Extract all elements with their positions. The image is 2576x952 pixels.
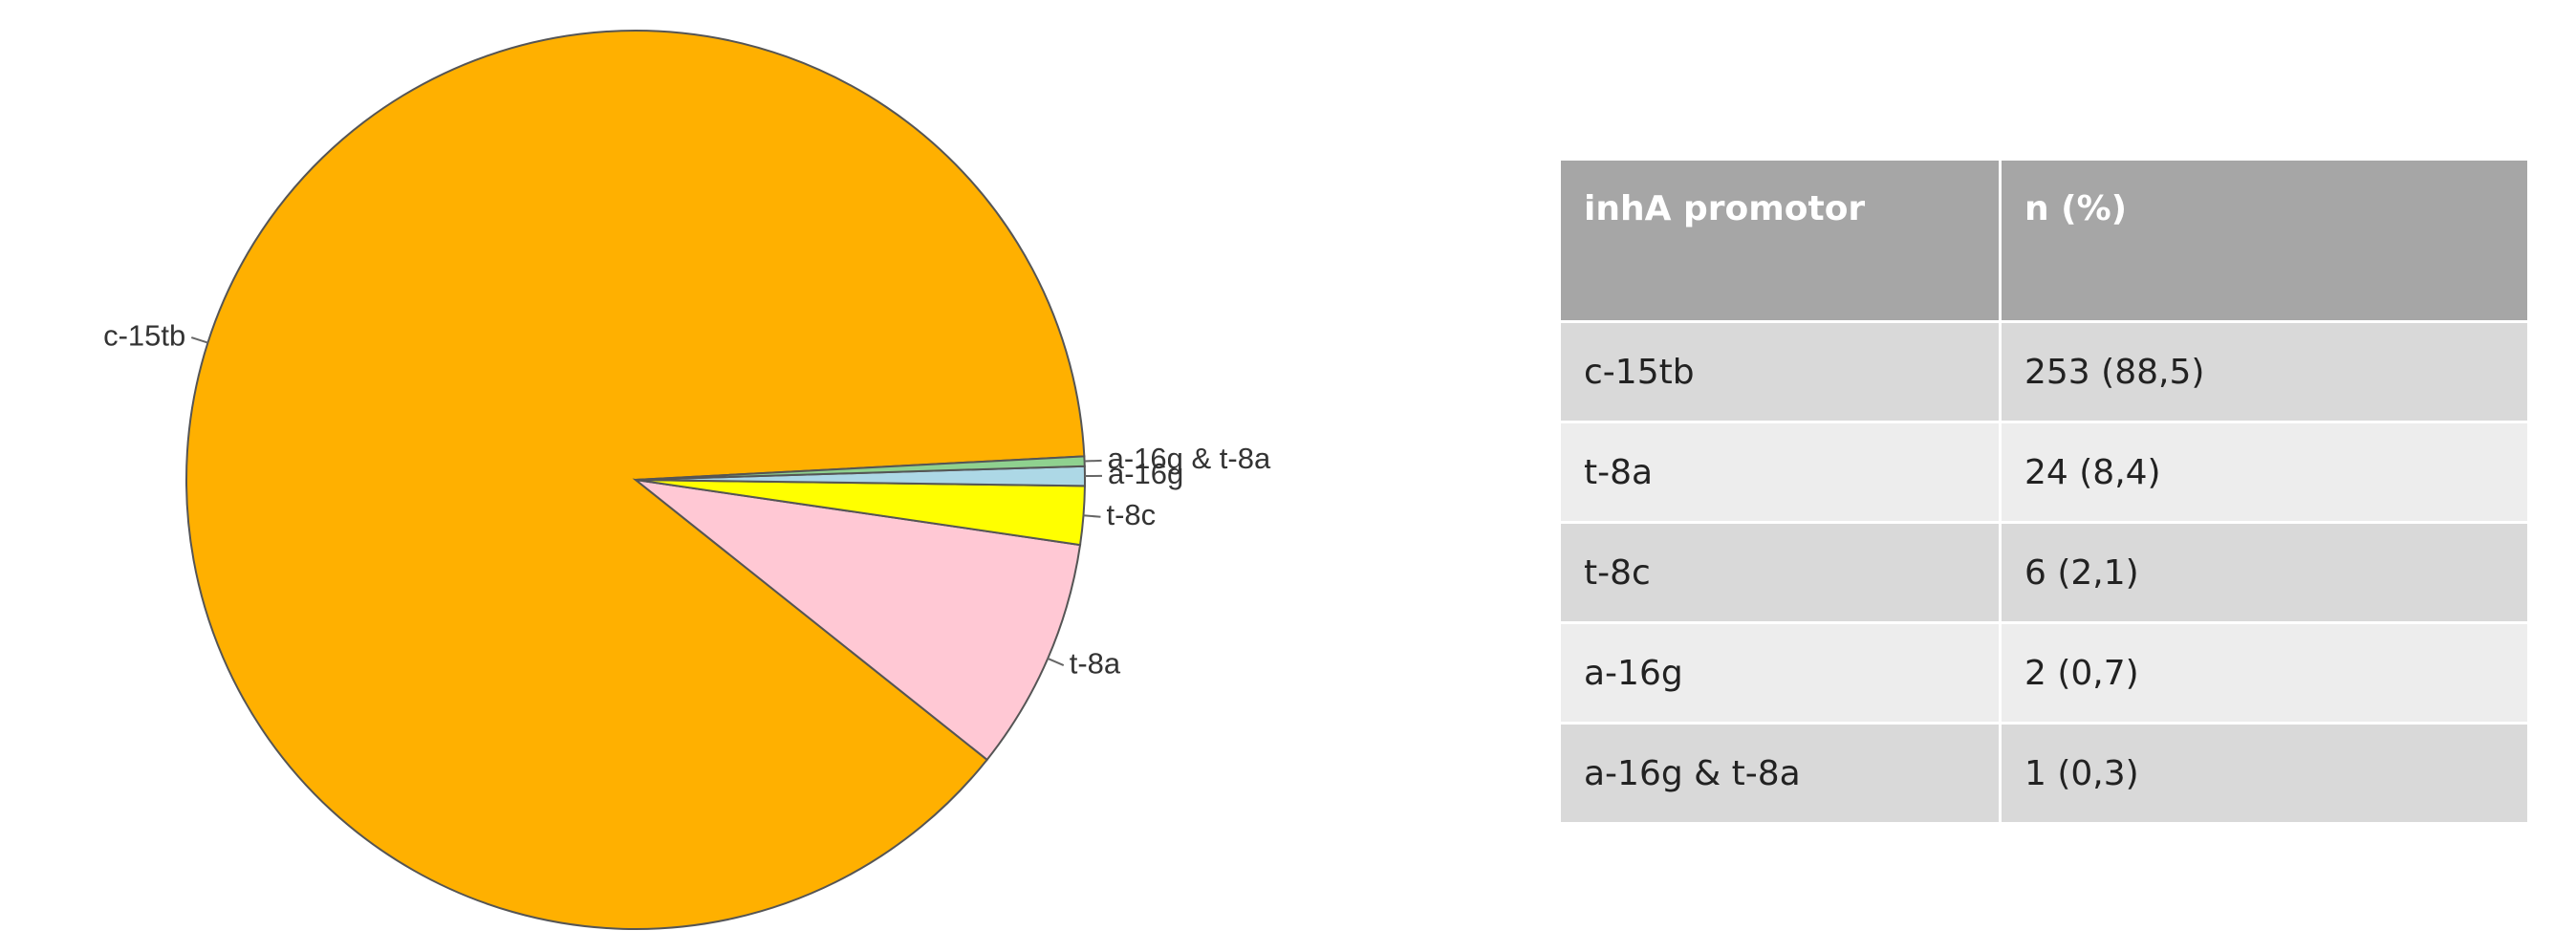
table-cell: a-16g & t-8a	[1561, 725, 2002, 825]
header-cell: inhA promotor	[1561, 161, 2002, 323]
leader-line	[1047, 657, 1065, 666]
leader-line	[190, 336, 208, 344]
table-row: a-16g 2 (0,7)	[1561, 624, 2530, 725]
table-cell: 24 (8,4)	[2002, 423, 2530, 524]
table-cell: t-8c	[1561, 524, 2002, 624]
table-cell: 2 (0,7)	[2002, 624, 2530, 725]
table-cell: a-16g	[1561, 624, 2002, 725]
table-row: t-8c 6 (2,1)	[1561, 524, 2530, 624]
leader-line	[1083, 514, 1101, 518]
table-row: a-16g & t-8a 1 (0,3)	[1561, 725, 2530, 825]
table-cell: 6 (2,1)	[2002, 524, 2530, 624]
slice-label: t-8a	[1070, 646, 1121, 680]
table-body: c-15tb 253 (88,5) t-8a 24 (8,4) t-8c 6 (2,1) a…	[1561, 323, 2530, 825]
header-cell: n (%)	[2002, 161, 2530, 323]
table-row: c-15tb 253 (88,5)	[1561, 323, 2530, 423]
header-row: inhA promotor n (%)	[1561, 161, 2530, 323]
slice-label: t-8c	[1106, 498, 1156, 531]
leader-line	[1084, 459, 1102, 463]
table-cell: 1 (0,3)	[2002, 725, 2530, 825]
pie-slice	[632, 478, 1082, 762]
slice-label: c-15tb	[103, 318, 185, 352]
table-row: t-8a 24 (8,4)	[1561, 423, 2530, 524]
table-cell: c-15tb	[1561, 323, 2002, 423]
data-table: inhA promotor n (%) c-15tb 253 (88,5) t-8a 2…	[1561, 161, 2530, 825]
slice-label: a-16g & t-8a	[1108, 442, 1271, 475]
table-cell: 253 (88,5)	[2002, 323, 2530, 423]
slice-label: a-16g	[1108, 457, 1183, 490]
table-cell: t-8a	[1561, 423, 2002, 524]
